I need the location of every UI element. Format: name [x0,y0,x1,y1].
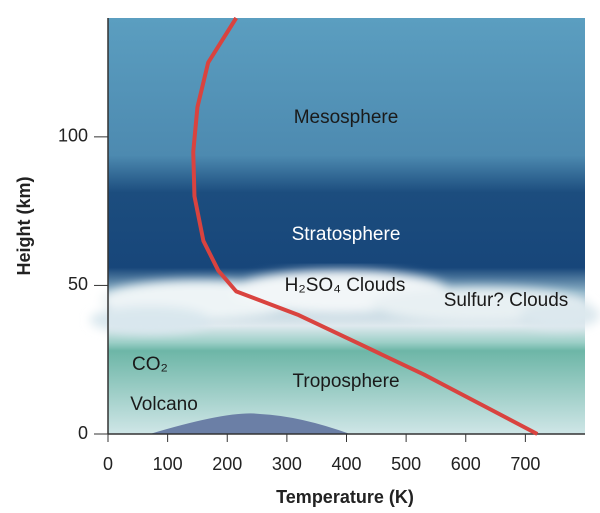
x-tick-label: 200 [212,454,242,474]
x-tick-label: 500 [391,454,421,474]
x-tick-label: 700 [510,454,540,474]
annotation: Mesosphere [294,107,399,128]
x-tick-label: 0 [103,454,113,474]
annotation: Troposphere [292,371,399,392]
x-tick-label: 400 [331,454,361,474]
annotation: Stratosphere [292,224,401,245]
x-tick-label: 100 [153,454,183,474]
temperature-line [191,16,539,436]
annotation: H₂SO₄ Clouds [285,275,406,296]
y-tick-label: 100 [58,126,88,146]
y-tick-label: 50 [68,274,88,294]
x-tick-label: 600 [451,454,481,474]
x-tick-label: 300 [272,454,302,474]
volcano [150,413,350,434]
annotation: Volcano [130,394,198,415]
atmosphere-background [108,18,585,434]
y-axis-label: Height (km) [14,176,34,275]
x-axis-label: Temperature (K) [276,487,414,507]
annotation: Sulfur? Clouds [444,290,569,311]
clouds [90,270,600,334]
annotation: CO₂ [132,354,168,375]
y-tick-label: 0 [78,423,88,443]
